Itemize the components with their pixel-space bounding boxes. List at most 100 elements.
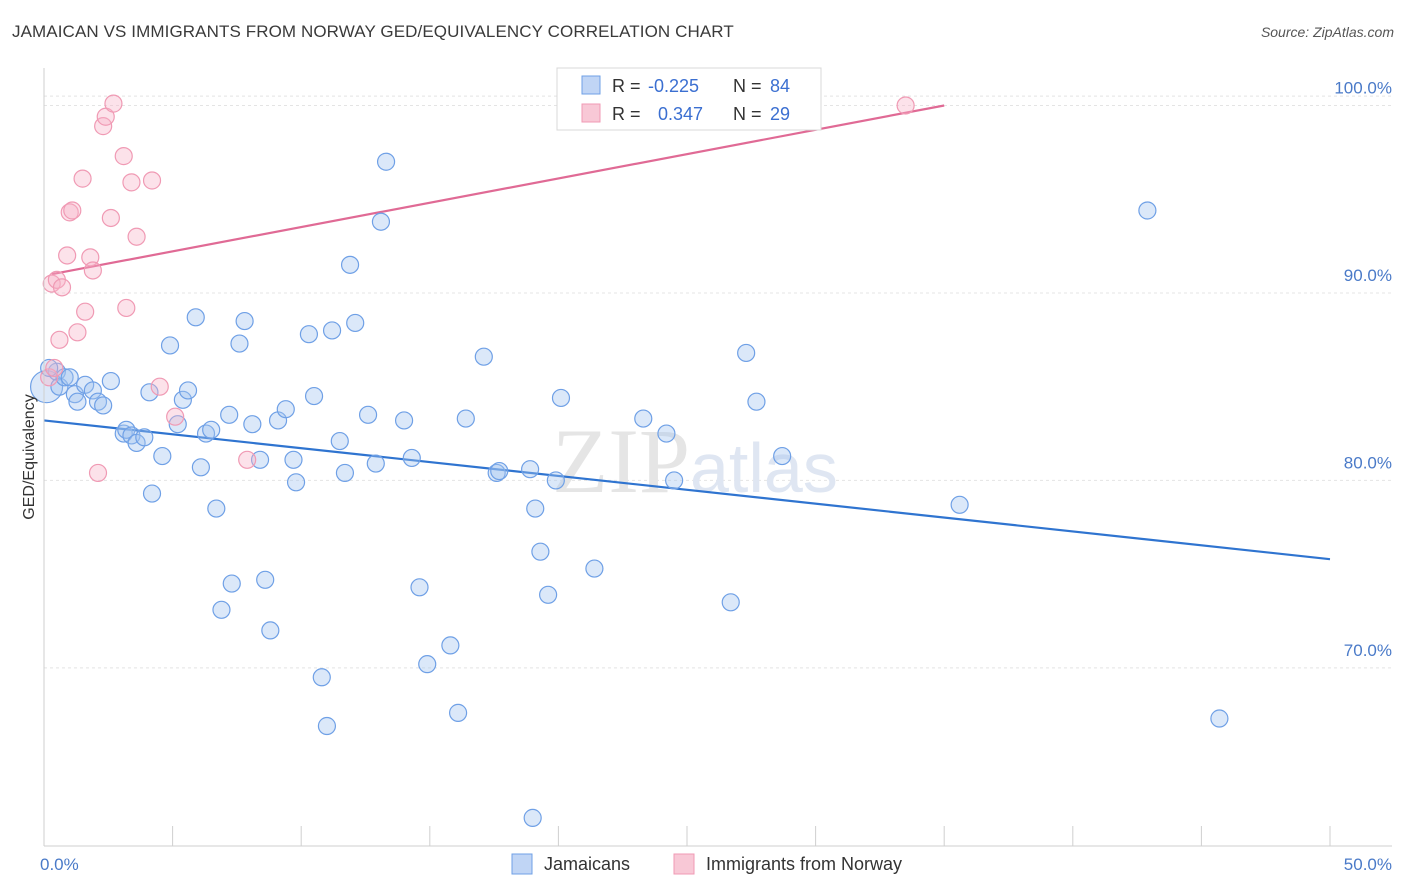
jamaicans-point bbox=[773, 446, 792, 466]
jamaicans-point bbox=[346, 313, 365, 333]
norway-point bbox=[88, 463, 108, 483]
jamaicans-point bbox=[173, 390, 192, 409]
jamaicans-point bbox=[1210, 709, 1229, 728]
jamaicans-point bbox=[322, 321, 342, 340]
legend-n-label-1: N = bbox=[733, 76, 762, 96]
bottom-legend-swatch-jamaicans bbox=[511, 853, 533, 875]
legend: R = -0.225 N = 84 R = 0.347 N = 29 bbox=[556, 67, 822, 131]
jamaicans-point bbox=[312, 668, 331, 687]
jamaicans-point bbox=[551, 388, 571, 408]
norway-point bbox=[76, 302, 95, 321]
jamaicans-point bbox=[371, 212, 391, 231]
jamaicans-point bbox=[140, 383, 159, 402]
jamaicans-point bbox=[261, 621, 280, 640]
jamaicans-point bbox=[222, 574, 241, 593]
grid-lines bbox=[44, 95, 1392, 669]
watermark: ZIPatlas bbox=[552, 410, 838, 512]
jamaicans-point bbox=[304, 386, 324, 406]
jamaicans-point bbox=[117, 420, 136, 439]
norway-point bbox=[60, 203, 79, 222]
jamaicans-point bbox=[83, 381, 102, 400]
jamaicans-point bbox=[490, 461, 509, 481]
x-tick-label-50: 50.0% bbox=[1344, 855, 1392, 874]
norway-point bbox=[63, 201, 82, 220]
jamaicans-point bbox=[153, 446, 172, 466]
jamaicans-point bbox=[526, 499, 545, 518]
norway-point bbox=[45, 358, 64, 378]
legend-box bbox=[556, 67, 822, 131]
y-tick-label-80: 80.0% bbox=[1344, 453, 1392, 472]
norway-point bbox=[73, 169, 92, 188]
jamaicans-point bbox=[394, 411, 414, 430]
jamaicans-point bbox=[546, 471, 565, 490]
norway-point bbox=[150, 377, 169, 396]
norway-point bbox=[101, 208, 120, 228]
trend-line-norway bbox=[51, 104, 945, 276]
jamaicans-point bbox=[1138, 201, 1157, 220]
jamaicans-point bbox=[160, 336, 180, 355]
jamaicans-point bbox=[335, 463, 355, 483]
y-tick-label-70: 70.0% bbox=[1344, 641, 1392, 660]
jamaicans-point bbox=[250, 450, 270, 469]
jamaicans-point bbox=[737, 343, 756, 363]
watermark-atlas: atlas bbox=[690, 429, 838, 507]
watermark-zip: ZIP bbox=[552, 410, 690, 512]
jamaicans-point bbox=[68, 392, 87, 411]
norway-point bbox=[122, 173, 141, 192]
legend-r-label-1: R = bbox=[612, 76, 641, 96]
jamaicans-point bbox=[191, 458, 210, 477]
trend-lines bbox=[43, 104, 1331, 561]
y-tick-label-100: 100.0% bbox=[1334, 78, 1392, 97]
jamaicans-point bbox=[721, 593, 740, 612]
jamaicans-point bbox=[299, 325, 319, 344]
chart-title: JAMAICAN VS IMMIGRANTS FROM NORWAY GED/E… bbox=[12, 22, 734, 41]
norway-point bbox=[114, 147, 133, 166]
x-tick-label-0: 0.0% bbox=[40, 855, 79, 874]
legend-r-value-1: -0.225 bbox=[648, 76, 699, 96]
norway-point bbox=[117, 298, 136, 318]
jamaicans-point bbox=[135, 428, 154, 447]
jamaicans-point bbox=[531, 542, 550, 561]
jamaicans-point bbox=[521, 460, 540, 479]
x-axis-ticks bbox=[43, 826, 1331, 846]
y-tick-label-90: 90.0% bbox=[1344, 266, 1392, 285]
data-points bbox=[29, 94, 1229, 827]
jamaicans-point bbox=[142, 484, 162, 503]
norway-point bbox=[83, 261, 102, 280]
legend-n-value-2: 29 bbox=[770, 104, 790, 124]
legend-r-label-2: R = bbox=[612, 104, 641, 124]
jamaicans-point bbox=[40, 358, 59, 378]
jamaicans-point bbox=[474, 347, 493, 366]
jamaicans-point bbox=[523, 808, 542, 827]
jamaicans-point bbox=[950, 495, 969, 514]
norway-point bbox=[104, 94, 123, 113]
jamaicans-point bbox=[634, 409, 653, 428]
jamaicans-point bbox=[317, 716, 337, 736]
legend-n-value-1: 84 bbox=[770, 76, 790, 96]
jamaicans-point bbox=[256, 570, 275, 589]
source-note: Source: ZipAtlas.com bbox=[1260, 24, 1394, 40]
jamaicans-point bbox=[657, 424, 676, 443]
jamaicans-point bbox=[186, 308, 205, 327]
legend-swatch-jamaicans bbox=[581, 75, 601, 95]
jamaicans-point bbox=[284, 450, 303, 469]
jamaicans-point bbox=[235, 311, 254, 331]
norway-point bbox=[52, 278, 72, 297]
jamaicans-point bbox=[94, 396, 113, 415]
jamaicans-point bbox=[286, 473, 306, 492]
jamaicans-point bbox=[220, 405, 239, 424]
jamaicans-point bbox=[448, 703, 468, 722]
jamaicans-point bbox=[207, 499, 226, 518]
jamaicans-point bbox=[487, 463, 506, 483]
norway-point bbox=[166, 407, 185, 426]
jamaicans-point bbox=[539, 585, 558, 604]
norway-point bbox=[127, 227, 146, 246]
norway-point bbox=[238, 450, 257, 469]
jamaicans-point bbox=[178, 381, 198, 400]
jamaicans-point bbox=[330, 431, 349, 451]
y-axis-label: GED/Equivalency bbox=[21, 394, 38, 519]
norway-point bbox=[68, 323, 87, 342]
bottom-legend-swatch-norway bbox=[673, 853, 695, 875]
jamaicans-point bbox=[340, 255, 360, 274]
norway-point bbox=[58, 246, 77, 265]
